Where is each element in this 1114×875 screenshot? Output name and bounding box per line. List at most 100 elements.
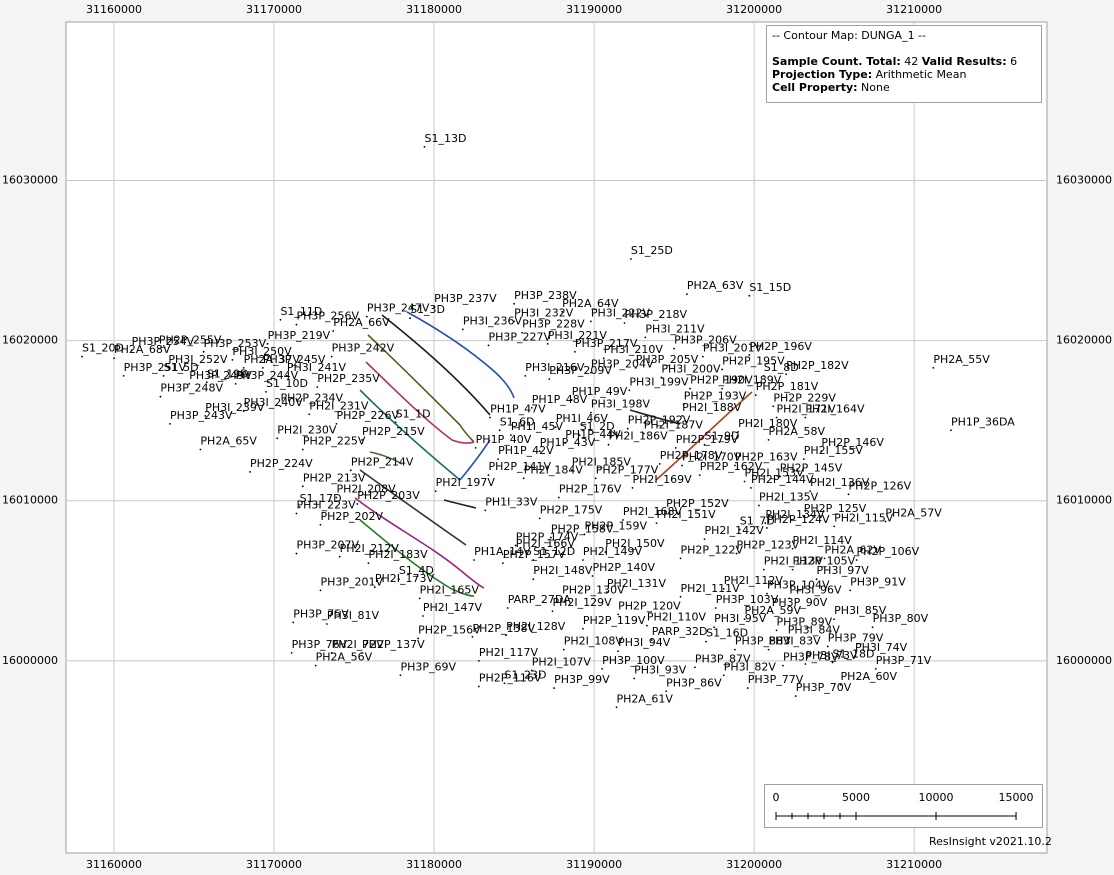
well-point	[397, 578, 400, 581]
well-label: PH2P_158V	[551, 523, 614, 536]
well-point	[421, 615, 424, 617]
x-tick-label-top: 31200000	[726, 3, 782, 16]
well-point	[522, 477, 525, 480]
well-point	[505, 634, 507, 637]
well-point	[748, 354, 751, 356]
well-point	[721, 387, 724, 390]
well-point	[833, 618, 836, 621]
well-point	[122, 374, 125, 377]
well-point	[766, 527, 768, 529]
well-label: PH2A_59V	[745, 604, 802, 617]
well-label: S1_8D	[764, 361, 799, 374]
well-point	[506, 607, 509, 609]
well-point	[682, 403, 685, 406]
well-label: PH2P_156V	[418, 623, 481, 636]
contour-line	[365, 361, 475, 444]
well-label: PH1I_45V	[511, 420, 564, 433]
well-point	[546, 342, 549, 345]
well-label: PH3P_78V	[783, 651, 839, 664]
well-label: PH2A_37V	[244, 353, 301, 366]
well-label: PH2P_119V	[583, 614, 646, 627]
well-label: PH3P_71V	[876, 654, 932, 667]
well-label: PH2P_226V	[336, 409, 399, 422]
well-label: S1_12D	[533, 545, 575, 558]
well-label: PH2P_234V	[280, 391, 343, 404]
y-tick-label-right: 16010000	[1056, 494, 1112, 507]
well-point	[349, 469, 352, 472]
well-label: PH2I_72V	[332, 638, 385, 651]
well-label: PH2I_180V	[738, 417, 798, 430]
well-point	[418, 597, 421, 600]
well-point	[361, 651, 363, 654]
well-point	[551, 610, 554, 613]
well-label: PH3I_211V	[645, 322, 705, 335]
well-label: PH2P_124V	[767, 513, 830, 526]
well-point	[249, 471, 251, 473]
well-point	[582, 559, 584, 561]
well-label: PH1P_49V	[572, 385, 628, 398]
well-label: PH3I_85V	[834, 604, 887, 617]
well-label: PH2P_138V	[472, 622, 535, 635]
well-label: PH2I_212V	[340, 542, 400, 555]
well-label: PH3P_251V	[124, 361, 187, 374]
well-label: PH3P_227V	[488, 330, 551, 343]
well-point	[532, 578, 535, 581]
well-point	[686, 293, 688, 296]
well-label: S1_20D	[82, 342, 124, 355]
well-label: PH2I_149V	[583, 545, 643, 558]
well-point	[737, 430, 740, 433]
well-point	[631, 487, 634, 489]
well-point	[558, 496, 560, 499]
y-tick-label-right: 16020000	[1056, 334, 1112, 347]
well-label: PH2P_224V	[250, 457, 313, 470]
well-label: PH2I_147V	[423, 601, 483, 614]
well-label: PH3P_90V	[772, 596, 828, 609]
well-label: PH1I_33V	[485, 495, 538, 508]
well-label: PH2I_166V	[516, 537, 576, 550]
well-label: PH3I_73V	[805, 649, 858, 662]
well-point	[750, 487, 752, 489]
well-point	[617, 613, 620, 616]
well-label: S1_15D	[749, 281, 791, 294]
well-label: PH2I_183V	[368, 548, 428, 561]
well-label: PH2P_177V	[596, 463, 659, 476]
plot-area	[65, 21, 1048, 854]
well-label: PH3P_228V	[522, 318, 585, 331]
well-point	[582, 627, 584, 630]
well-point	[721, 368, 724, 371]
well-label: PH2P_140V	[593, 561, 656, 574]
well-label: PH2P_141V	[488, 460, 551, 473]
well-label: S1_9D	[705, 430, 740, 443]
well-label: PH2I_115V	[834, 511, 894, 524]
well-label: PH2P_213V	[303, 471, 366, 484]
well-point	[81, 355, 83, 358]
well-label: PH3I_200V	[661, 362, 721, 375]
well-point	[932, 366, 935, 369]
well-label: S1_16D	[706, 627, 748, 640]
scale-tick-label: 5000	[842, 791, 870, 804]
well-label: PH3I_199V	[629, 375, 689, 388]
well-label: PH3P_70V	[796, 681, 852, 694]
well-label: PH2I_230V	[277, 423, 337, 436]
info-box: -- Contour Map: DUNGA_1 -- Sample Count.…	[766, 25, 1042, 103]
well-point	[746, 687, 749, 689]
well-point	[530, 669, 533, 672]
well-label: PH3I_250V	[232, 345, 292, 358]
well-label: PH1I_46V	[556, 412, 609, 425]
well-label: PH2A_55V	[933, 353, 990, 366]
well-point	[606, 591, 608, 593]
well-label: S1_7D	[740, 515, 775, 528]
well-point	[762, 374, 765, 377]
well-point	[815, 578, 818, 581]
well-label: PH3P_103V	[716, 593, 779, 606]
well-point	[833, 525, 836, 528]
well-point	[791, 568, 794, 571]
well-label: PH3P_75V	[293, 607, 349, 620]
well-point	[514, 551, 517, 553]
well-point	[574, 350, 576, 353]
well-point	[778, 475, 781, 478]
info-row: Cell Property: None	[772, 81, 1036, 94]
well-point	[487, 474, 490, 477]
contour-line	[459, 439, 491, 481]
info-label: Sample Count. Total:	[772, 55, 901, 68]
